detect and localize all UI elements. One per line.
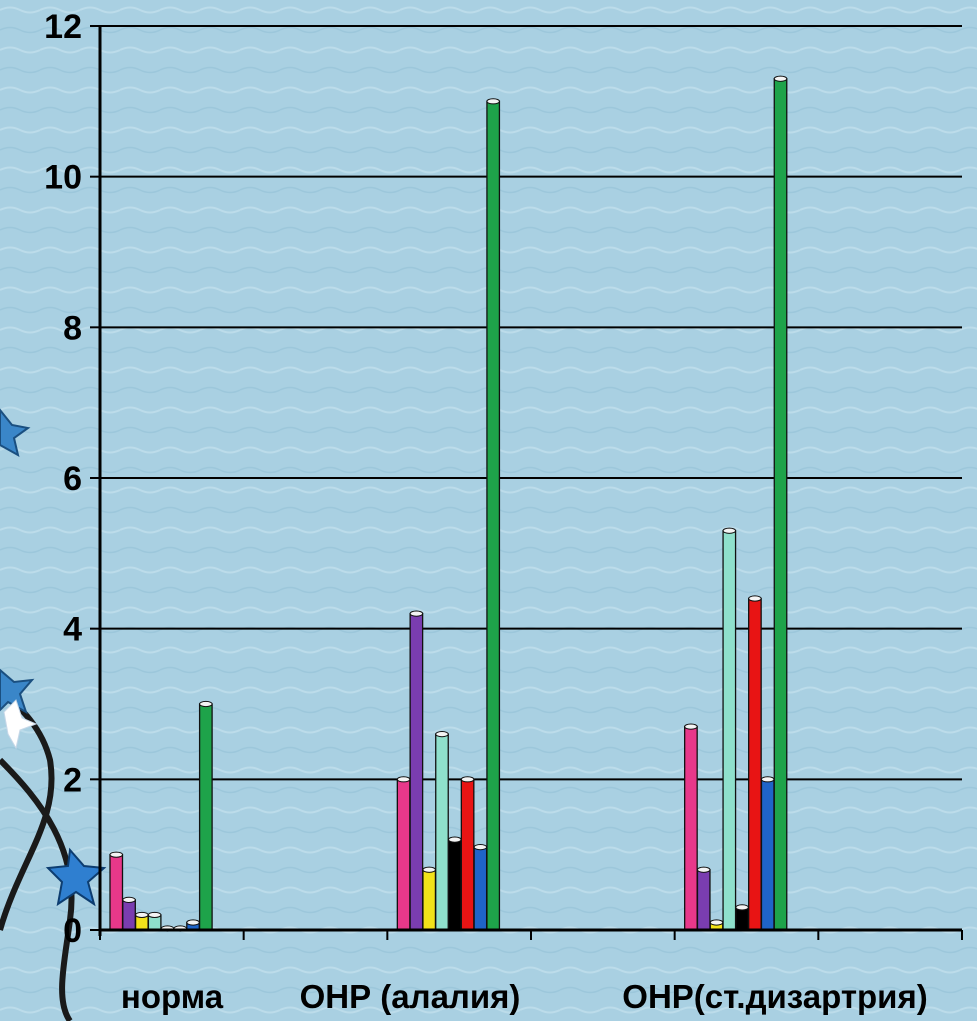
bar [773,78,788,931]
bar [696,869,711,931]
decorative-stars-illustration [0,408,107,1021]
bar-cap [109,851,123,858]
y-tick-label: 6 [63,460,82,498]
x-category-labels: норма ОНР (алалия) ОНР(ст.дизартрия) [121,978,928,1015]
bars [109,75,788,932]
bar-cap [422,866,436,873]
star-icon [0,668,35,715]
bar [198,703,213,931]
star-icon [45,847,107,907]
bar [722,530,737,931]
bar [486,100,501,931]
bar-cap [684,723,698,730]
bar-cap [186,919,200,926]
bar-cap [486,98,500,105]
y-tick-label: 0 [63,912,82,950]
bar [122,899,136,931]
y-tick-label: 10 [44,159,82,197]
y-tick-labels: 0 2 4 6 8 10 12 [44,8,82,950]
bar [109,854,124,931]
bar-cap [448,836,462,843]
bar-cap [709,919,724,926]
bar [409,612,424,931]
bar [396,778,411,931]
bar-cap [435,731,449,738]
bar [460,778,475,931]
x-category-label: ОНР (алалия) [300,978,521,1015]
x-category-label: ОНР(ст.дизартрия) [622,978,927,1015]
bar [735,906,750,931]
x-category-label: норма [121,978,224,1015]
y-tick-label: 12 [44,8,82,46]
bar-cap [760,776,775,783]
bar-cap [199,700,213,708]
y-tick-label: 8 [63,309,82,347]
bar-cap [122,896,136,903]
bar-cap [473,844,488,851]
bar-cap [773,75,788,82]
axes [98,26,963,940]
bar-cap [147,911,162,919]
bar-cap [396,776,411,783]
bar [447,838,462,931]
bar-cap [722,527,737,534]
gridlines [90,25,962,931]
star-icon [3,699,38,750]
bar [748,597,762,931]
bar-cap [748,595,762,602]
bar-cap [696,866,711,873]
bar [473,846,488,931]
star-icon [0,408,31,457]
y-tick-label: 2 [63,761,82,799]
bar-cap [135,911,149,919]
y-tick-label: 4 [63,611,82,649]
bar-cap [735,904,749,911]
bar-cap [460,776,475,783]
bar [422,869,437,931]
bar [435,733,449,931]
bar-cap [409,610,424,617]
bar [760,778,775,931]
bar [684,725,698,931]
